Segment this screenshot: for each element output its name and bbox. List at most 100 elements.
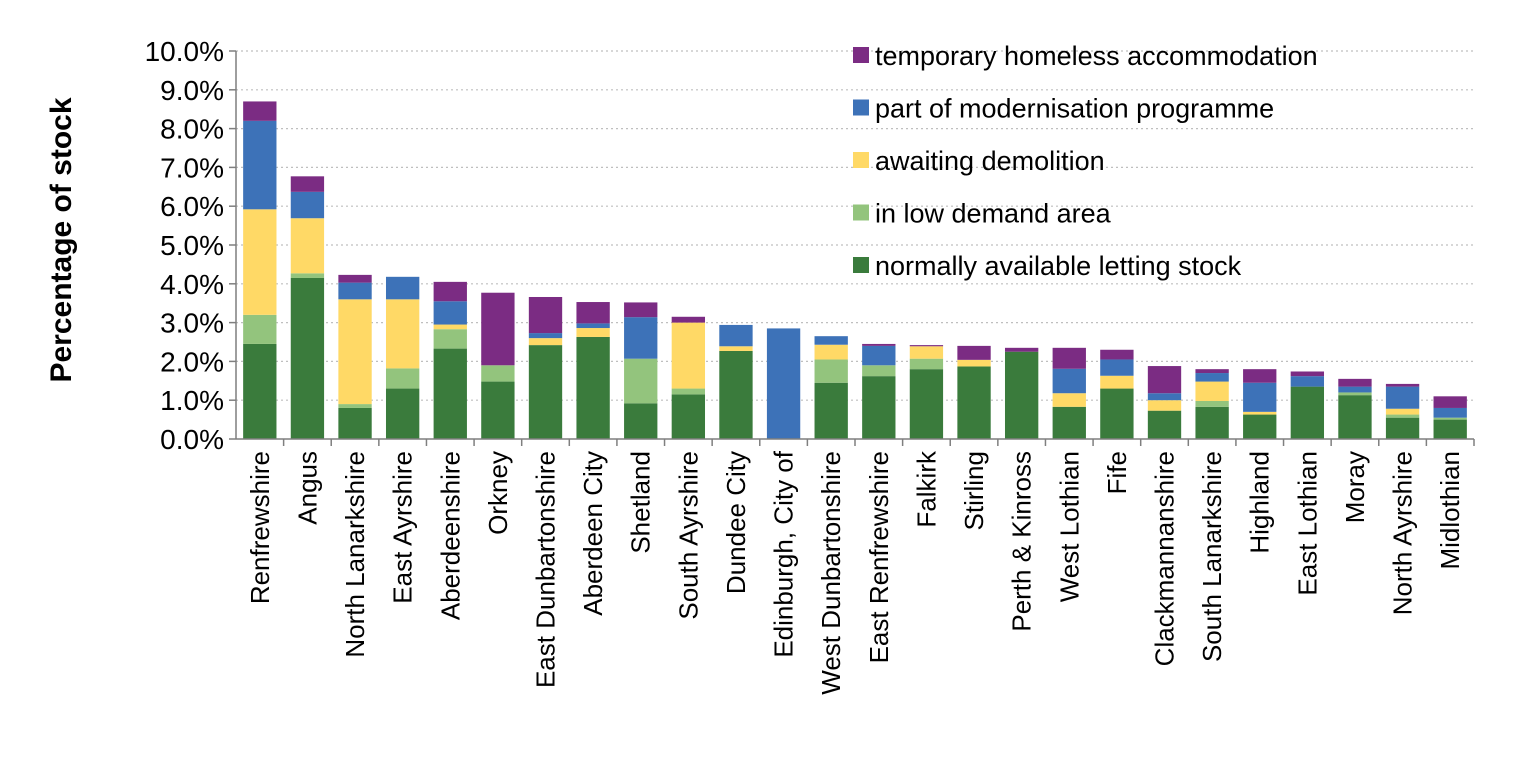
bar-segment-in-low-demand-area: [290, 273, 325, 278]
bar-segment-normally-available-letting-stock: [624, 403, 658, 439]
bar-segment-part-of-modernisation-programme: [338, 282, 372, 300]
bar-segment-temporary-homeless-accommodation: [1385, 383, 1420, 387]
bar-segment-awaiting-demolition: [957, 359, 991, 367]
y-axis-label: Percentage of stock: [45, 97, 78, 382]
bar-segment-part-of-modernisation-programme: [1100, 359, 1134, 376]
bar-segment-temporary-homeless-accommodation: [290, 176, 325, 192]
bar-segment-temporary-homeless-accommodation: [1052, 347, 1086, 369]
bar-segment-in-low-demand-area: [1338, 392, 1372, 396]
bars: [243, 101, 1467, 439]
bar-segment-in-low-demand-area: [624, 358, 658, 404]
bar-segment-normally-available-letting-stock: [481, 381, 515, 439]
bar-segment-awaiting-demolition: [1195, 381, 1229, 401]
bar-segment-normally-available-letting-stock: [957, 366, 991, 439]
bar-segment-temporary-homeless-accommodation: [1195, 369, 1229, 374]
bar-segment-temporary-homeless-accommodation: [1100, 349, 1134, 360]
legend-label: awaiting demolition: [875, 146, 1105, 176]
bar-segment-normally-available-letting-stock: [1338, 395, 1372, 439]
legend-label: in low demand area: [875, 199, 1112, 229]
bar-segment-in-low-demand-area: [909, 358, 944, 370]
bar-segment-normally-available-letting-stock: [1290, 386, 1325, 439]
bar-segment-part-of-modernisation-programme: [862, 345, 896, 366]
bar-segment-normally-available-letting-stock: [1147, 410, 1182, 439]
bar-segment-awaiting-demolition: [671, 322, 706, 389]
x-tick-label: Aberdeen City: [578, 451, 608, 616]
bar-segment-part-of-modernisation-programme: [1052, 368, 1086, 394]
bar-segment-in-low-demand-area: [433, 329, 467, 349]
bar-segment-normally-available-letting-stock: [1052, 406, 1086, 439]
bar-segment-awaiting-demolition: [433, 324, 467, 330]
bar-segment-in-low-demand-area: [814, 359, 848, 383]
bar-segment-awaiting-demolition: [576, 328, 610, 337]
bar-segment-normally-available-letting-stock: [671, 394, 706, 439]
legend-swatch-awaiting-demolition: [853, 152, 869, 168]
bar-segment-in-low-demand-area: [385, 368, 420, 389]
bar-segment-awaiting-demolition: [1052, 393, 1086, 407]
x-tick-label: Perth & Kinross: [1007, 451, 1037, 632]
x-tick-label: East Lothian: [1292, 451, 1322, 596]
x-tick-label: South Lanarkshire: [1197, 451, 1227, 662]
bar-segment-awaiting-demolition: [909, 346, 944, 359]
y-tick-label: 9.0%: [160, 75, 224, 106]
bar-segment-normally-available-letting-stock: [290, 277, 325, 439]
x-tick-label: North Ayrshire: [1388, 451, 1418, 615]
bar-segment-awaiting-demolition: [290, 218, 325, 274]
bar-segment-normally-available-letting-stock: [909, 369, 944, 439]
x-tick-label: Clackmannanshire: [1150, 451, 1180, 666]
y-tick-label: 10.0%: [145, 36, 224, 67]
x-tick-label: East Dunbartonshire: [531, 451, 561, 688]
bar-segment-awaiting-demolition: [1100, 375, 1134, 389]
x-tick-label: East Ayrshire: [388, 451, 418, 604]
bar-segment-normally-available-letting-stock: [433, 348, 467, 439]
y-tick-label: 0.0%: [160, 424, 224, 455]
bar-segment-part-of-modernisation-programme: [576, 323, 610, 329]
x-tick-label: Renfrewshire: [245, 451, 275, 604]
bar-segment-awaiting-demolition: [1243, 411, 1277, 415]
x-tick-label: West Lothian: [1054, 451, 1084, 602]
bar-segment-temporary-homeless-accommodation: [957, 345, 991, 360]
bar-segment-temporary-homeless-accommodation: [671, 316, 706, 323]
bar-segment-temporary-homeless-accommodation: [1004, 347, 1039, 352]
bar-segment-part-of-modernisation-programme: [385, 276, 420, 300]
bar-segment-part-of-modernisation-programme: [290, 191, 325, 219]
bar-segment-normally-available-letting-stock: [719, 350, 753, 439]
x-tick-label: Dundee City: [721, 451, 751, 594]
bar-segment-temporary-homeless-accommodation: [433, 281, 467, 302]
bar-segment-in-low-demand-area: [1195, 400, 1229, 407]
bar-segment-normally-available-letting-stock: [1004, 351, 1039, 439]
bar-segment-in-low-demand-area: [338, 404, 372, 408]
bar-segment-normally-available-letting-stock: [814, 382, 848, 439]
bar-segment-temporary-homeless-accommodation: [862, 343, 896, 346]
legend: temporary homeless accommodation part of …: [853, 41, 1318, 281]
bar-segment-awaiting-demolition: [814, 344, 848, 360]
y-tick-label: 5.0%: [160, 230, 224, 261]
y-tick-label: 7.0%: [160, 152, 224, 183]
y-tick-label: 2.0%: [160, 346, 224, 377]
x-tick-label: North Lanarkshire: [340, 451, 370, 658]
y-tick-labels: 0.0% 1.0% 2.0% 3.0% 4.0% 5.0% 6.0% 7.0% 8.0% 9.0%…: [145, 36, 224, 455]
bar-segment-normally-available-letting-stock: [1100, 388, 1134, 439]
bar-segment-normally-available-letting-stock: [243, 343, 277, 439]
bar-segment-part-of-modernisation-programme: [1290, 376, 1325, 387]
bar-segment-temporary-homeless-accommodation: [909, 345, 944, 347]
bar-segment-awaiting-demolition: [338, 299, 372, 405]
bar-segment-temporary-homeless-accommodation: [1243, 369, 1277, 383]
x-tick-label: Fife: [1102, 451, 1132, 494]
bar-segment-awaiting-demolition: [1385, 408, 1420, 415]
x-tick-label: East Renfrewshire: [864, 451, 894, 663]
legend-label: temporary homeless accommodation: [875, 41, 1318, 71]
bar-segment-temporary-homeless-accommodation: [481, 292, 515, 366]
x-tick-label: Midlothian: [1435, 451, 1465, 570]
y-tick-label: 1.0%: [160, 385, 224, 416]
x-tick-label: Orkney: [483, 451, 513, 535]
bar-segment-part-of-modernisation-programme: [1147, 393, 1182, 401]
y-tick-label: 8.0%: [160, 114, 224, 145]
bar-segment-awaiting-demolition: [719, 346, 753, 351]
bar-segment-awaiting-demolition: [1147, 400, 1182, 411]
legend-swatch-normally-available-letting-stock: [853, 257, 869, 273]
x-tick-label: Falkirk: [911, 450, 941, 528]
x-tick-label: Edinburgh, City of: [769, 450, 799, 657]
bar-segment-normally-available-letting-stock: [385, 388, 420, 439]
x-tick-label: Highland: [1245, 451, 1275, 554]
x-tick-label: West Dunbartonshire: [816, 451, 846, 695]
